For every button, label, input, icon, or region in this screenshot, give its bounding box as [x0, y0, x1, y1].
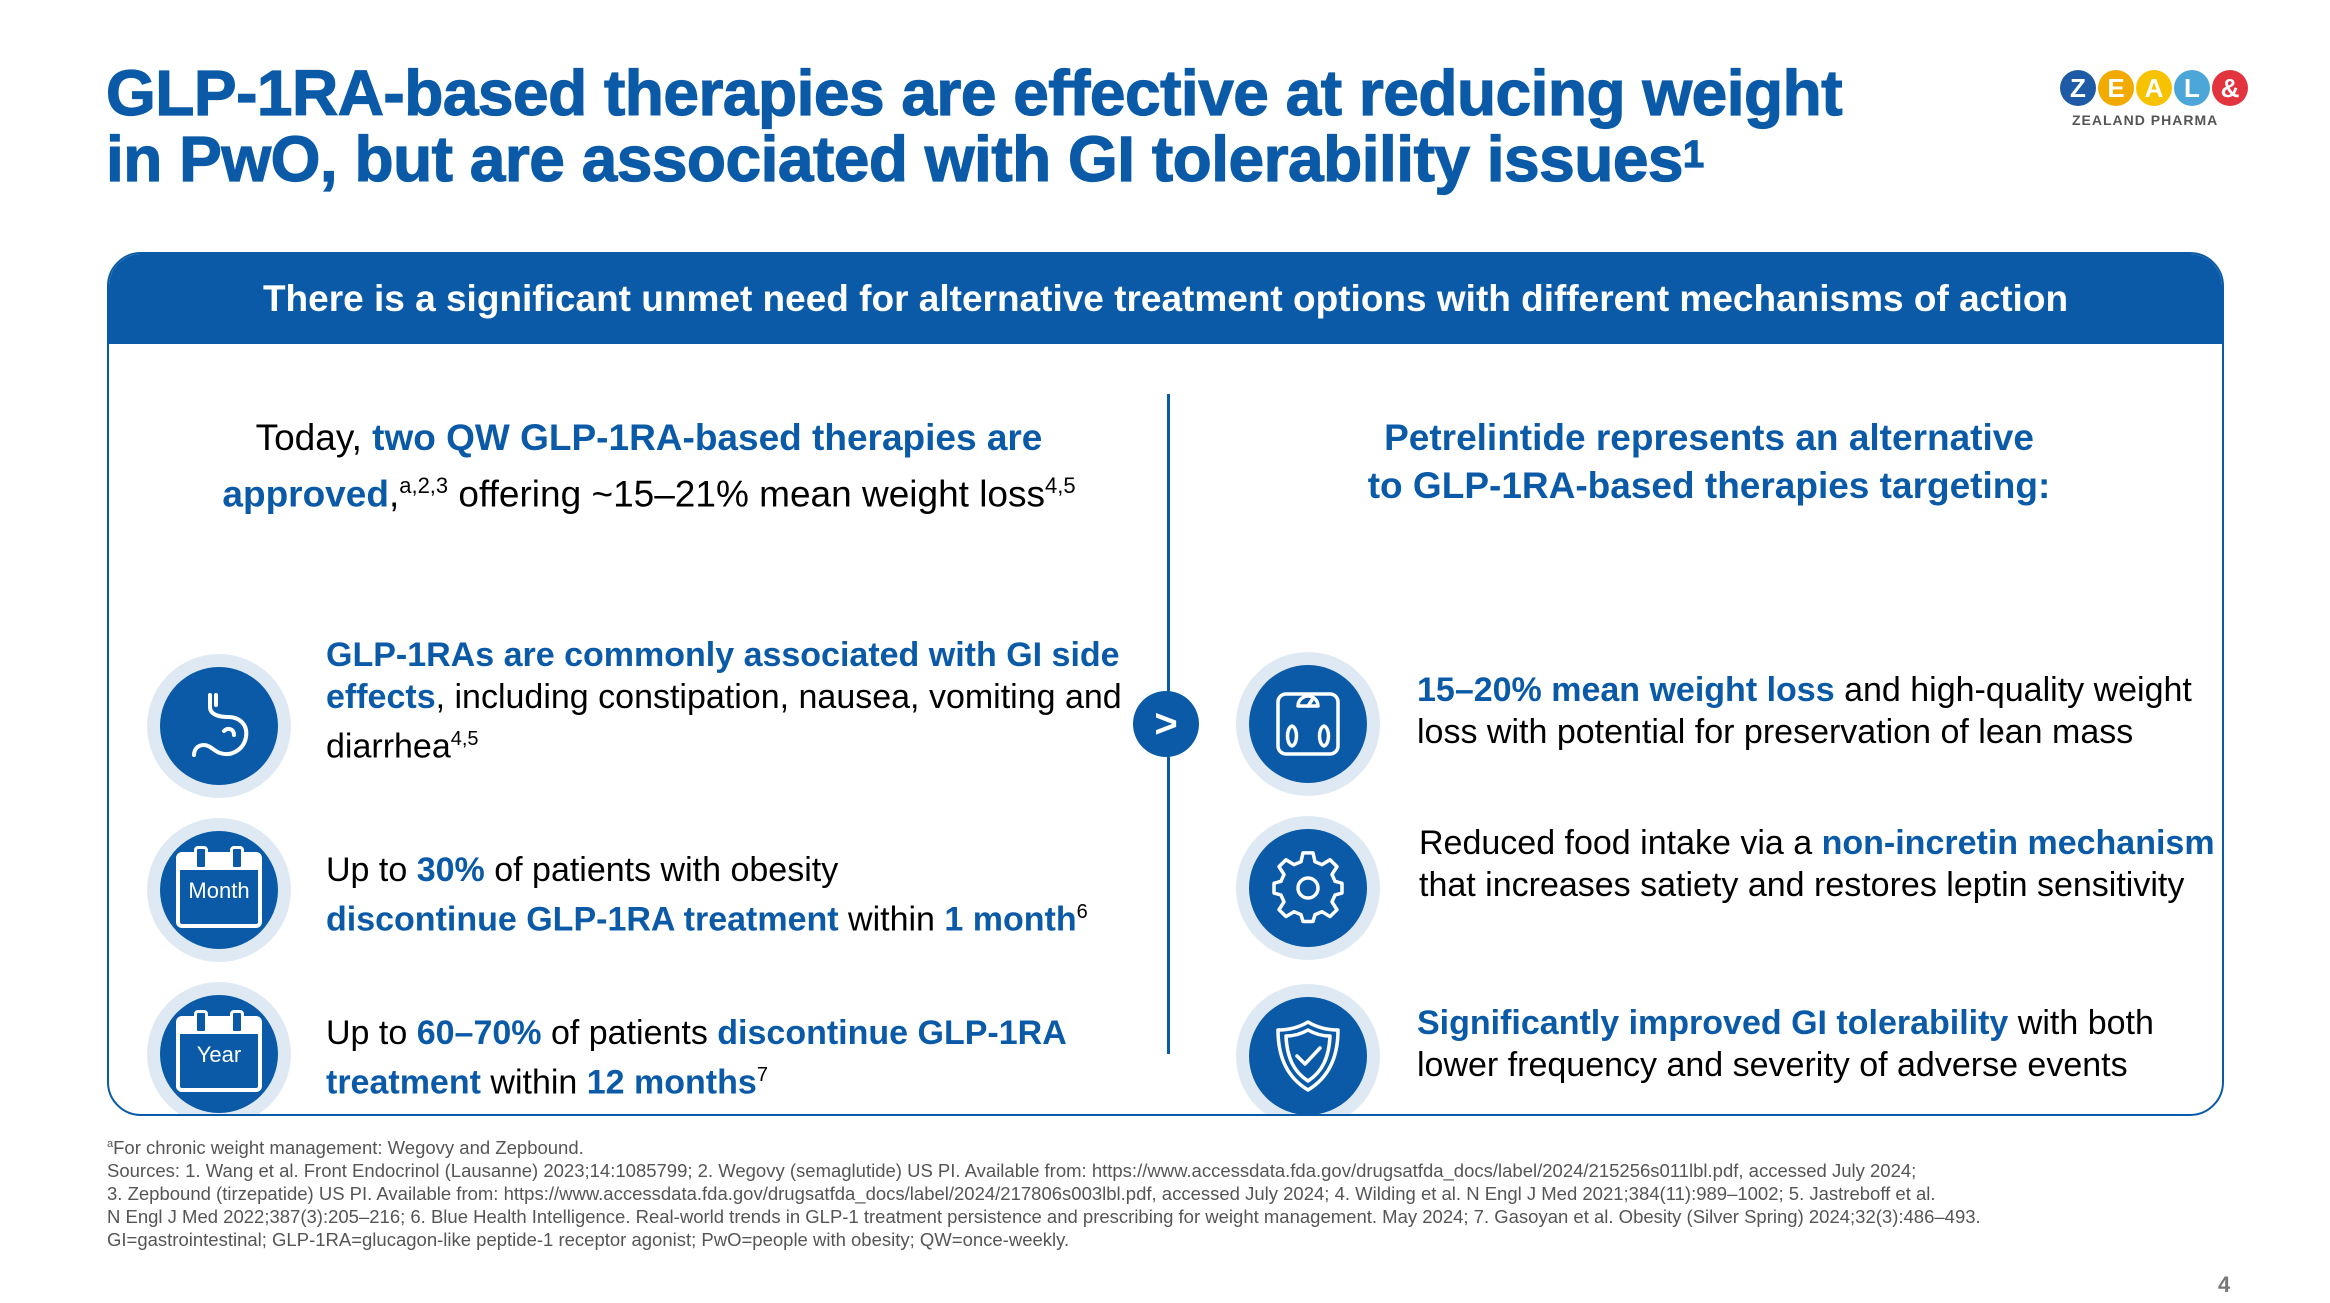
left-heading-comma: ,: [388, 473, 400, 515]
logo-letters: Z E A L &: [2060, 70, 2260, 106]
shield-icon-badge: [1236, 984, 1380, 1114]
gear-icon-badge: [1236, 816, 1380, 960]
left-heading-ref2: 4,5: [1045, 473, 1076, 498]
shield-check-icon: [1276, 1020, 1340, 1092]
scale-icon-badge: [1236, 652, 1380, 796]
title-line2: in PwO, but are associated with GI toler…: [105, 123, 1684, 195]
left-item-2-text: Up to 30% of patients with obesity disco…: [326, 851, 1088, 939]
stomach-icon: [192, 693, 249, 757]
title-line1: GLP-1RA-based therapies are effective at…: [105, 57, 1843, 129]
logo-subtitle: ZEALAND PHARMA: [2072, 112, 2219, 128]
arrow-icon: >: [1133, 691, 1199, 757]
right-heading-line2: to GLP-1RA-based therapies targeting:: [1367, 465, 2051, 506]
logo-letter: A: [2136, 70, 2172, 106]
footnote-line: 3. Zepbound (tirzepatide) US PI. Availab…: [107, 1183, 1936, 1205]
calendar-icon: Year: [176, 1010, 262, 1092]
page-number: 4: [2218, 1272, 2231, 1297]
zealand-logo: Z E A L & ZEALAND PHARMA: [2060, 70, 2260, 140]
stomach-icon-badge: [147, 654, 291, 798]
right-item-1-text: 15–20% mean weight loss and high-quality…: [1417, 671, 2192, 751]
left-heading-pre: Today,: [255, 417, 373, 458]
gear-icon: [1272, 851, 1344, 924]
footnote-line: N Engl J Med 2022;387(3):205–216; 6. Blu…: [107, 1206, 1981, 1228]
content-panel: There is a significant unmet need for al…: [107, 252, 2224, 1116]
right-heading-line1: Petrelintide represents an alternative: [1384, 417, 2034, 458]
footnote-line: GI=gastrointestinal; GLP-1RA=glucagon-li…: [107, 1229, 1070, 1251]
calendar-icon: Month: [176, 846, 262, 928]
logo-letter: Z: [2060, 70, 2096, 106]
footnotes: aFor chronic weight management: Wegovy a…: [107, 1133, 2257, 1251]
footnote-line: Sources: 1. Wang et al. Front Endocrinol…: [107, 1160, 1917, 1182]
calendar-year-icon-badge: Year: [147, 982, 291, 1114]
scale-icon: [1276, 692, 1340, 756]
left-item-3-text: Up to 60–70% of patients discontinue GLP…: [326, 1014, 1066, 1102]
left-heading-highlight: two QW GLP-1RA-based therapies are appro…: [222, 417, 1043, 515]
left-heading-ref1: a,2,3: [399, 473, 449, 498]
right-item-3-text: Significantly improved GI tolerability w…: [1417, 1004, 2154, 1084]
logo-letter: L: [2174, 70, 2210, 106]
logo-letter: E: [2098, 70, 2134, 106]
calendar-month-icon-badge: Month: [147, 818, 291, 962]
right-heading: Petrelintide represents an alternative t…: [1209, 414, 2209, 510]
footnote-a: aFor chronic weight management: Wegovy a…: [107, 1137, 584, 1159]
logo-letter: &: [2212, 70, 2248, 106]
left-heading-post: offering ~15–21% mean weight loss: [448, 473, 1045, 515]
banner: There is a significant unmet need for al…: [109, 254, 2222, 344]
left-item-1-text: GLP-1RAs are commonly associated with GI…: [326, 636, 1122, 766]
page-title: GLP-1RA-based therapies are effective at…: [105, 57, 2056, 195]
left-heading: Today, two QW GLP-1RA-based therapies ar…: [149, 414, 1149, 518]
title-ref: 1: [1682, 133, 1704, 176]
right-item-2-text: Reduced food intake via a non-incretin m…: [1419, 824, 2215, 904]
